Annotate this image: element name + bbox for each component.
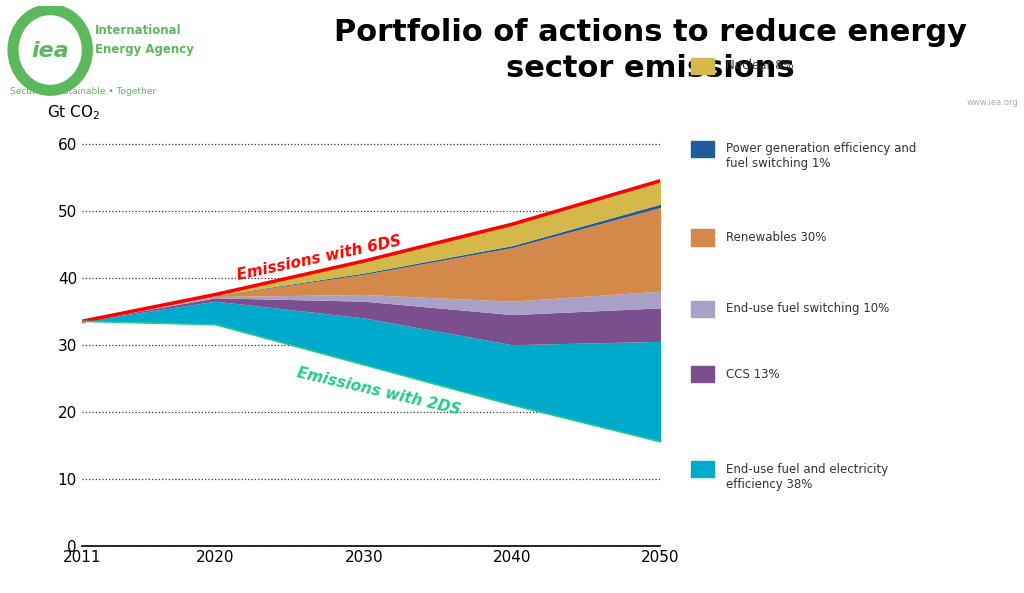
Text: Power generation efficiency and
fuel switching 1%: Power generation efficiency and fuel swi… [726,142,916,170]
Text: Secure • Sustainable • Together: Secure • Sustainable • Together [9,87,156,96]
Text: End-use fuel and electricity
efficiency 38%: End-use fuel and electricity efficiency … [726,463,888,490]
Text: iea: iea [32,41,69,61]
Text: International: International [95,24,182,37]
Text: Renewables 30%: Renewables 30% [726,231,826,244]
Text: Nuclear 8%: Nuclear 8% [726,59,794,72]
Text: Energy Agency: Energy Agency [95,43,195,56]
Text: End-use fuel switching 10%: End-use fuel switching 10% [726,302,889,315]
Circle shape [28,25,73,75]
Text: Gt CO$_2$: Gt CO$_2$ [47,103,100,122]
Text: www.iea.org: www.iea.org [967,98,1019,107]
Text: Emissions with 6DS: Emissions with 6DS [236,233,402,282]
Text: Portfolio of actions to reduce energy
sector emissions: Portfolio of actions to reduce energy se… [334,18,967,83]
Text: CCS 13%: CCS 13% [726,368,779,381]
Text: Emissions with 2DS: Emissions with 2DS [295,365,462,417]
